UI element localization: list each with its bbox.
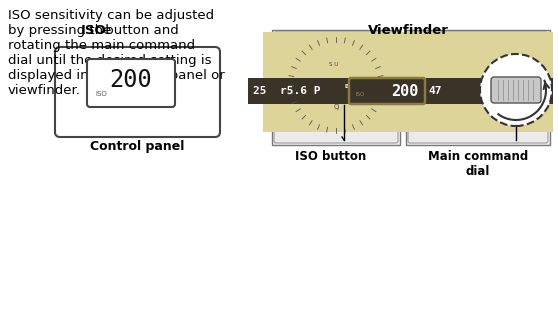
FancyBboxPatch shape [408,32,548,143]
Text: ISO: ISO [345,85,355,89]
FancyBboxPatch shape [417,59,489,116]
FancyBboxPatch shape [349,78,425,104]
Text: ISO button: ISO button [295,150,367,163]
Text: WB: WB [315,79,325,83]
FancyBboxPatch shape [491,77,541,103]
Text: Main command
dial: Main command dial [428,150,528,178]
Circle shape [290,39,382,131]
Text: ISO: ISO [81,24,107,37]
Circle shape [298,47,374,123]
FancyBboxPatch shape [521,52,541,66]
Text: dial until the desired setting is: dial until the desired setting is [8,54,211,67]
Text: 200: 200 [109,68,152,92]
Text: ISO sensitivity can be adjusted: ISO sensitivity can be adjusted [8,9,214,22]
Text: ISO: ISO [95,91,107,97]
FancyBboxPatch shape [521,92,541,106]
Text: 200: 200 [392,83,419,99]
Bar [248,78,553,104]
Text: Viewfinder: Viewfinder [368,24,449,37]
Circle shape [312,73,328,89]
Text: rotating the main command: rotating the main command [8,39,195,52]
FancyBboxPatch shape [272,30,400,145]
Text: 47: 47 [428,86,441,96]
Text: Q: Q [333,104,339,110]
Ellipse shape [342,77,358,97]
FancyBboxPatch shape [521,112,541,126]
FancyBboxPatch shape [521,72,541,86]
Text: by pressing the: by pressing the [8,24,116,37]
Text: Control panel: Control panel [90,140,185,153]
Text: 25  r5.6 P: 25 r5.6 P [253,86,320,96]
Text: viewfinder.: viewfinder. [8,84,81,97]
Text: S U: S U [329,62,339,68]
Bar [263,32,553,132]
Text: ISO: ISO [355,92,364,97]
FancyBboxPatch shape [274,32,398,143]
FancyBboxPatch shape [87,59,175,107]
FancyBboxPatch shape [55,47,220,137]
Text: displayed in the control panel or: displayed in the control panel or [8,69,225,82]
FancyBboxPatch shape [406,30,550,145]
Circle shape [306,55,366,115]
Text: button and: button and [101,24,179,37]
Circle shape [480,54,552,126]
